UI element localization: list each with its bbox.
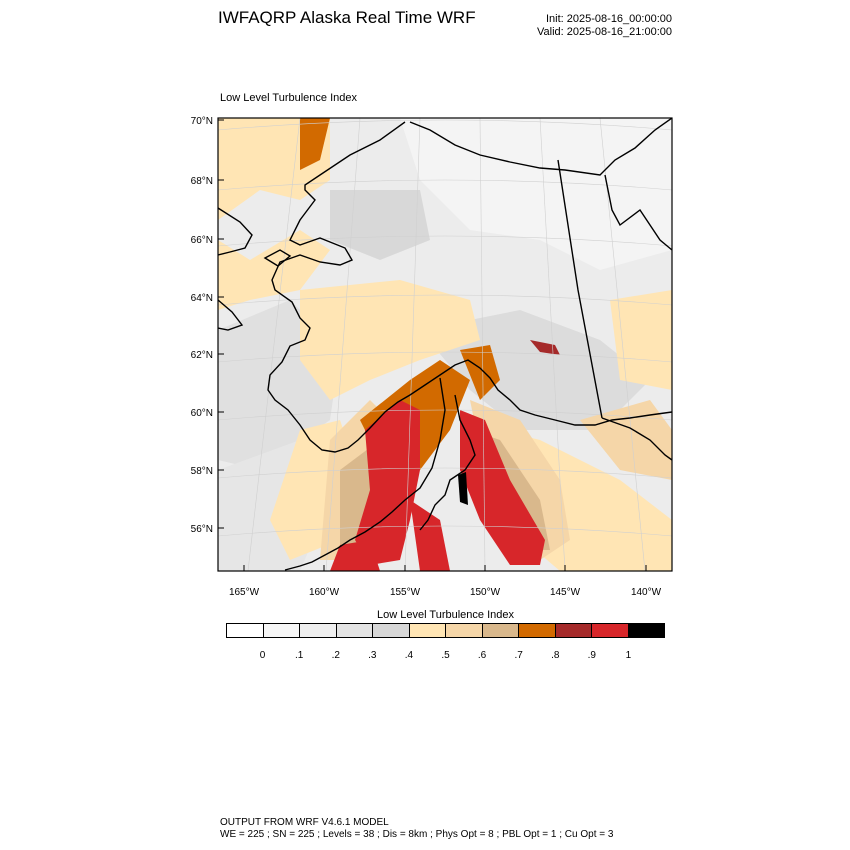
footer-model-line: OUTPUT FROM WRF V4.6.1 MODEL <box>220 817 389 828</box>
legend-label: 1 <box>625 650 632 661</box>
lat-label: 62°N <box>191 350 213 361</box>
legend-label: .6 <box>477 650 487 661</box>
legend-swatch <box>592 624 629 637</box>
lat-label: 70°N <box>191 116 213 127</box>
footer-config-line: WE = 225 ; SN = 225 ; Levels = 38 ; Dis … <box>220 829 614 840</box>
lon-label: 165°W <box>229 587 260 598</box>
map-frame <box>217 117 673 572</box>
turbulence-map: 70°N 68°N 66°N 64°N 62°N 60°N 58°N 56°N … <box>191 116 673 598</box>
axis-ticks <box>218 119 647 571</box>
lat-label: 66°N <box>191 235 213 246</box>
lat-label: 68°N <box>191 176 213 187</box>
legend-label: .1 <box>294 650 304 661</box>
init-time: Init: 2025-08-16_00:00:00 <box>546 13 672 25</box>
map-field <box>218 118 672 571</box>
legend-swatch <box>628 624 664 637</box>
main-title: IWFAQRP Alaska Real Time WRF <box>218 8 476 27</box>
lat-label: 64°N <box>191 293 213 304</box>
coastline <box>218 118 672 571</box>
legend-swatch <box>373 624 410 637</box>
graticule <box>218 118 672 571</box>
legend-label: .4 <box>404 650 414 661</box>
legend-label: .7 <box>514 650 523 661</box>
valid-time: Valid: 2025-08-16_21:00:00 <box>537 26 672 38</box>
lon-label: 140°W <box>631 587 662 598</box>
legend-label: 0 <box>259 650 266 661</box>
legend-swatch <box>519 624 556 637</box>
lon-label: 150°W <box>470 587 501 598</box>
legend-swatch <box>482 624 519 637</box>
lon-label: 160°W <box>309 587 340 598</box>
lon-label: 155°W <box>390 587 421 598</box>
legend-colorbar <box>226 623 665 638</box>
legend-swatch <box>227 624 264 637</box>
legend-swatch <box>555 624 592 637</box>
legend-label: .9 <box>587 650 596 661</box>
lon-label: 145°W <box>550 587 581 598</box>
country-border <box>557 159 672 461</box>
legend-swatch <box>336 624 373 637</box>
legend-swatch <box>263 624 300 637</box>
legend-title: Low Level Turbulence Index <box>377 609 514 621</box>
legend-label: .5 <box>441 650 450 661</box>
lat-label: 60°N <box>191 408 213 419</box>
legend-label: .8 <box>551 650 560 661</box>
legend-label: .3 <box>368 650 377 661</box>
lat-label: 56°N <box>191 524 213 535</box>
legend-swatch <box>446 624 483 637</box>
lat-label: 58°N <box>191 466 213 477</box>
legend-swatch <box>409 624 446 637</box>
legend-label: .2 <box>331 650 340 661</box>
plot-title: Low Level Turbulence Index <box>220 92 357 104</box>
legend-swatch <box>300 624 337 637</box>
